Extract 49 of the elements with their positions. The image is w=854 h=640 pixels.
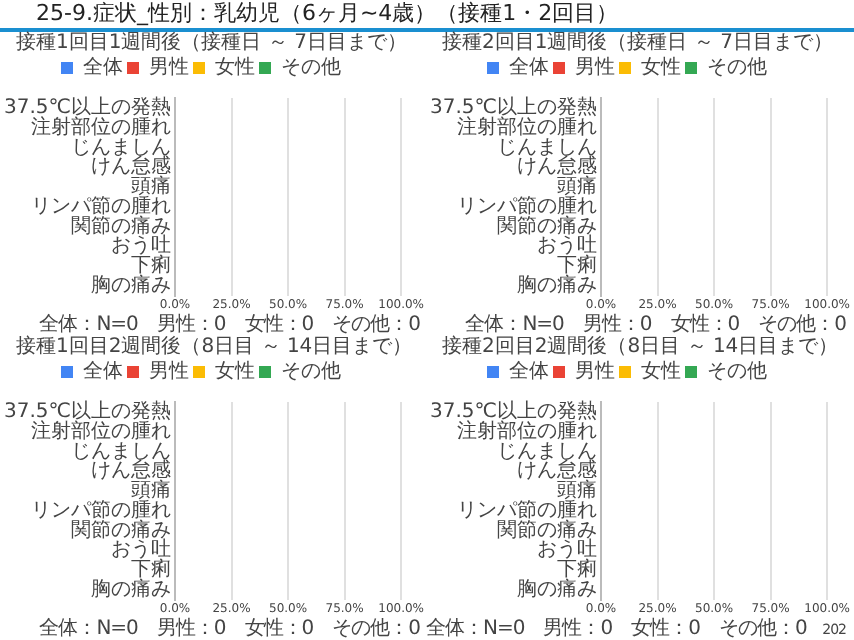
y-tick-label: 頭痛	[130, 478, 171, 503]
y-tick-label: 注射部位の腫れ	[30, 114, 171, 139]
legend-label: 女性	[215, 359, 255, 384]
y-tick-label: じんましん	[70, 440, 171, 463]
y-tick-label: じんましん	[496, 136, 597, 159]
y-tick-label: 関節の痛み	[496, 517, 597, 542]
y-tick-label: リンパ節の腫れ	[456, 193, 597, 218]
y-tick-label: リンパ節の腫れ	[30, 193, 171, 218]
text: 全体：N=0 男性：0 女性：0 その他：0	[39, 618, 420, 640]
text: 全体：N=0 男性：0 女性：0 その他：0	[39, 314, 420, 336]
legend-label: 女性	[215, 55, 255, 80]
legend-label: 全体	[509, 55, 549, 80]
y-tick-label: リンパ節の腫れ	[30, 497, 171, 522]
y-tick-label: じんましん	[70, 136, 171, 159]
legend-label: 全体	[83, 359, 123, 384]
y-tick-label: 注射部位の腫れ	[30, 418, 171, 443]
y-tick-label: 頭痛	[556, 174, 597, 199]
y-tick-label: 胸の痛み	[516, 576, 597, 601]
chart-subtitle: 接種1回目1週間後（接種日 ～ 7日目まで）	[14, 32, 409, 54]
chart-title: 接種2回目1週間後（接種日 ～ 7日目まで）	[440, 32, 835, 54]
y-tick-label: 胸の痛み	[516, 272, 597, 297]
legend-label: その他	[281, 55, 341, 80]
legend-label: その他	[707, 55, 767, 80]
text: 全体：N=0 男性：0 女性：0 その他：0	[426, 618, 807, 640]
y-tick-label: 頭痛	[130, 174, 171, 199]
y-tick-label: 注射部位の腫れ	[456, 418, 597, 443]
chart-title: 接種1回目2週間後（8日目 ～ 14日目まで）	[14, 336, 415, 358]
legend-label: 男性	[149, 55, 189, 80]
y-tick-label: 頭痛	[556, 478, 597, 503]
legend-label: 女性	[641, 55, 681, 80]
legend-label: 男性	[149, 359, 189, 384]
y-tick-label: リンパ節の腫れ	[456, 497, 597, 522]
y-tick-label: 胸の痛み	[90, 576, 171, 601]
y-tick-label: 関節の痛み	[496, 213, 597, 238]
legend-label: 男性	[575, 359, 615, 384]
y-tick-label: 注射部位の腫れ	[456, 114, 597, 139]
y-tick-label: 胸の痛み	[90, 272, 171, 297]
chart-title: 25-9.症状_性別：乳幼児（6ヶ月~4歳）（接種1・2回目）	[0, 0, 854, 32]
legend-label: 全体	[509, 359, 549, 384]
legend-label: 全体	[83, 55, 123, 80]
legend-label: その他	[281, 359, 341, 384]
legend-label: その他	[707, 359, 767, 384]
chart-title: 接種2回目2週間後（8日目 ～ 14日目まで）	[440, 336, 841, 358]
legend-label: 女性	[641, 359, 681, 384]
legend-label: 男性	[575, 55, 615, 80]
y-tick-label: 関節の痛み	[70, 517, 171, 542]
text: 全体：N=0 男性：0 女性：0 その他：0	[465, 314, 846, 336]
y-tick-label: じんましん	[496, 440, 597, 463]
y-tick-label: 関節の痛み	[70, 213, 171, 238]
